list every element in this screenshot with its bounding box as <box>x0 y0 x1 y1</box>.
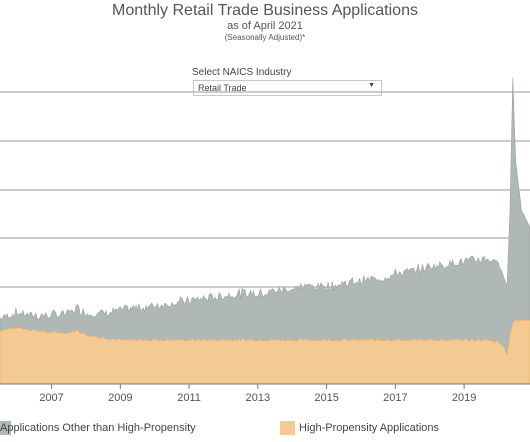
naics-select-label: Select NAICS Industry <box>192 67 292 78</box>
x-tick-label: 2019 <box>452 392 476 404</box>
series-area-other <box>0 77 530 385</box>
x-tick-label: 2007 <box>39 392 63 404</box>
legend-label-other: Applications Other than High-Propensity <box>0 422 196 434</box>
dropdown-caret-icon: ▼ <box>368 82 375 89</box>
legend-swatch-high-propensity <box>280 421 295 435</box>
chart-title: Monthly Retail Trade Business Applicatio… <box>112 2 418 19</box>
x-tick-label: 2013 <box>246 392 270 404</box>
x-tick-label: 2011 <box>177 392 201 404</box>
chart-note: (Seasonally Adjusted)* <box>224 33 306 42</box>
chart-subtitle: as of April 2021 <box>227 20 303 32</box>
legend-swatch-other <box>0 421 11 435</box>
x-tick-label: 2015 <box>314 392 338 404</box>
x-tick-label: 2017 <box>383 392 407 404</box>
legend-label-high-propensity: High-Propensity Applications <box>299 422 440 434</box>
series-area-high-propensity <box>0 320 530 385</box>
naics-selected-value: Retail Trade <box>198 83 247 93</box>
x-tick-label: 2009 <box>108 392 132 404</box>
